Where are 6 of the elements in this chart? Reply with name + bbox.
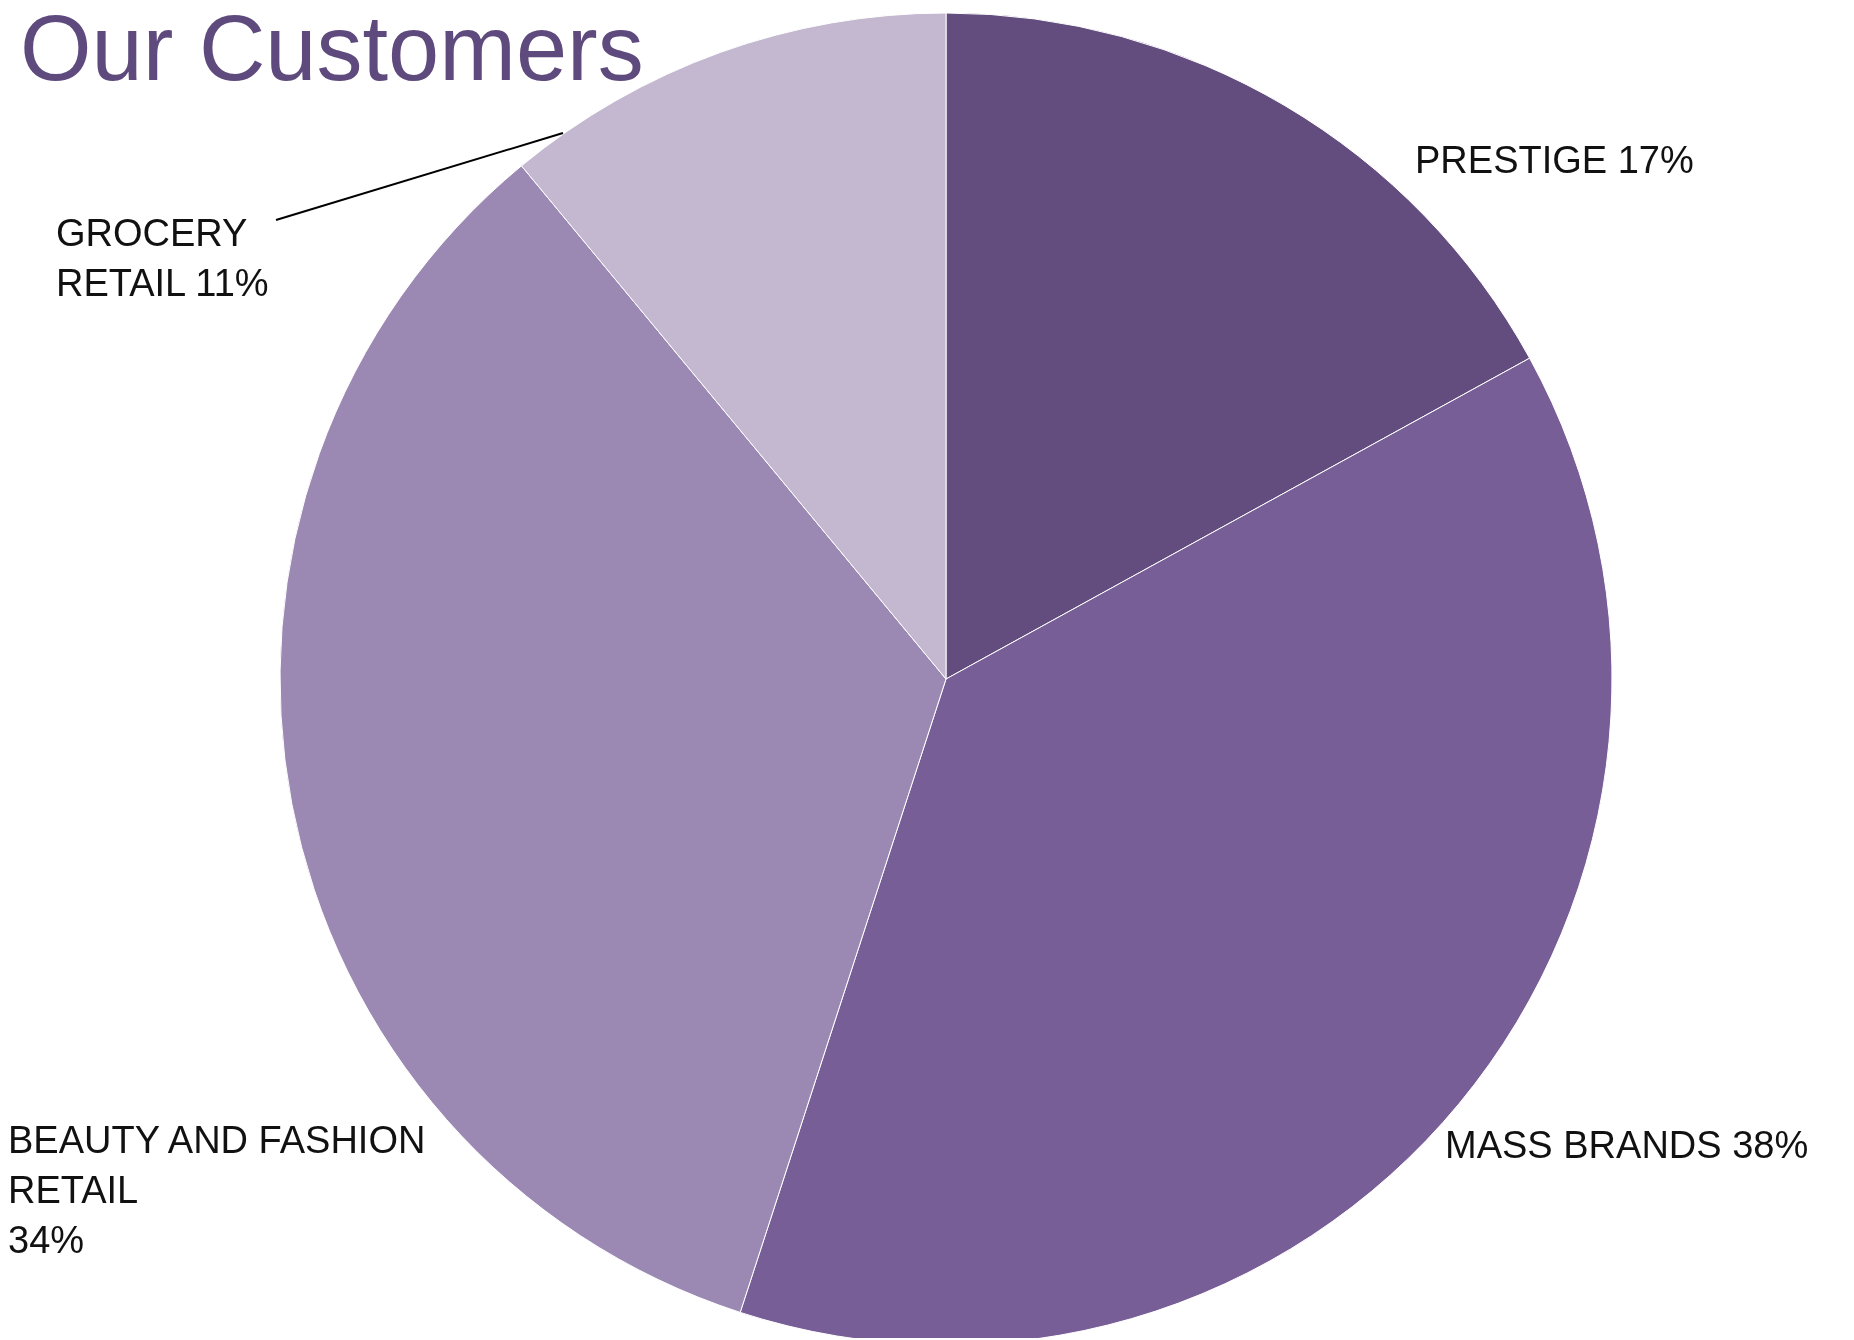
slice-label: MASS BRANDS 38%: [1445, 1124, 1809, 1166]
data-label: 34%: [8, 1219, 85, 1261]
slice-label: BEAUTY AND FASHION RETAIL: [8, 1119, 426, 1211]
slice-label: GROCERY RETAIL 11%: [56, 212, 269, 304]
slice-label: PRESTIGE 17%: [1415, 139, 1694, 181]
chart-title: Our Customers: [20, 0, 644, 100]
